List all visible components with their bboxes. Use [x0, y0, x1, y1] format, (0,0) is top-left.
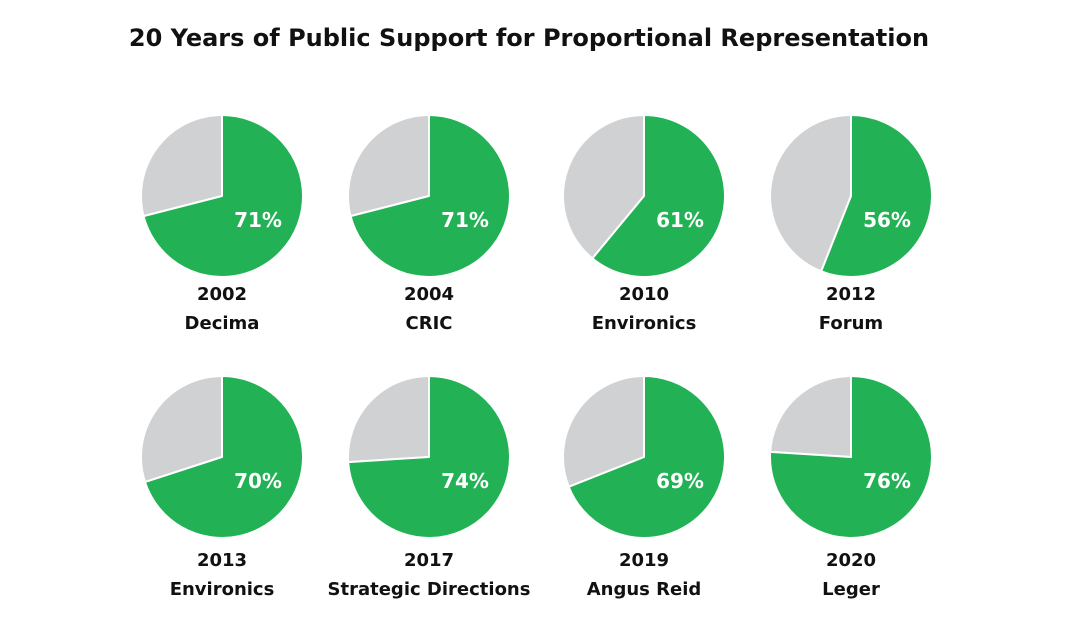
- pie-value-label: 61%: [656, 208, 704, 232]
- pie-slice-other: [140, 375, 223, 484]
- pie-year-label: 2019: [619, 550, 669, 571]
- pie-pollster-label: Environics: [592, 313, 697, 334]
- pie-slice-support: [143, 375, 304, 539]
- pie-pollster-label: Forum: [819, 313, 883, 334]
- pie-pollster-label: Leger: [822, 579, 880, 600]
- pie-year-label: 2012: [826, 284, 876, 305]
- pie-slice-other: [140, 114, 223, 218]
- pie-2013: 70% 2013 Environics: [140, 375, 304, 600]
- pie-slice-other: [562, 375, 645, 488]
- pie-year-label: 2017: [404, 550, 454, 571]
- pie-value-label: 69%: [656, 469, 704, 493]
- pie-pollster-label: Environics: [170, 579, 275, 600]
- pie-slice-other: [769, 114, 852, 273]
- pie-value-label: 76%: [863, 469, 911, 493]
- pie-year-label: 2013: [197, 550, 247, 571]
- pie-slice-other: [769, 375, 852, 458]
- pie-2004: 71% 2004 CRIC: [347, 114, 511, 334]
- pie-2020: 76% 2020 Leger: [769, 375, 933, 600]
- pie-value-label: 71%: [441, 208, 489, 232]
- pie-year-label: 2004: [404, 284, 454, 305]
- pie-slice-support: [347, 375, 511, 539]
- pie-slice-support: [567, 375, 726, 539]
- pie-2002: 71% 2002 Decima: [140, 114, 304, 334]
- pie-year-label: 2010: [619, 284, 669, 305]
- pie-2017: 74% 2017 Strategic Directions: [328, 375, 531, 600]
- chart-title: 20 Years of Public Support for Proportio…: [128, 24, 930, 52]
- pie-year-label: 2002: [197, 284, 247, 305]
- pie-year-label: 2020: [826, 550, 876, 571]
- pie-2019: 69% 2019 Angus Reid: [562, 375, 726, 600]
- pie-value-label: 70%: [234, 469, 282, 493]
- pie-pollster-label: CRIC: [406, 313, 453, 334]
- pie-slice-other: [562, 114, 645, 260]
- pie-2010: 61% 2010 Environics: [562, 114, 726, 334]
- pie-slice-support: [349, 114, 511, 278]
- pie-value-label: 71%: [234, 208, 282, 232]
- pie-pollster-label: Angus Reid: [587, 579, 702, 600]
- pie-2012: 56% 2012 Forum: [769, 114, 933, 334]
- pie-value-label: 74%: [441, 469, 489, 493]
- pie-slice-other: [347, 375, 430, 464]
- pie-pollster-label: Strategic Directions: [328, 579, 531, 600]
- pie-slice-support: [591, 114, 726, 278]
- pie-pollster-label: Decima: [185, 313, 260, 334]
- pie-value-label: 56%: [863, 208, 911, 232]
- pie-slice-other: [347, 114, 430, 218]
- pie-slice-support: [820, 114, 933, 278]
- pie-slice-support: [769, 375, 933, 539]
- pie-slice-support: [142, 114, 304, 278]
